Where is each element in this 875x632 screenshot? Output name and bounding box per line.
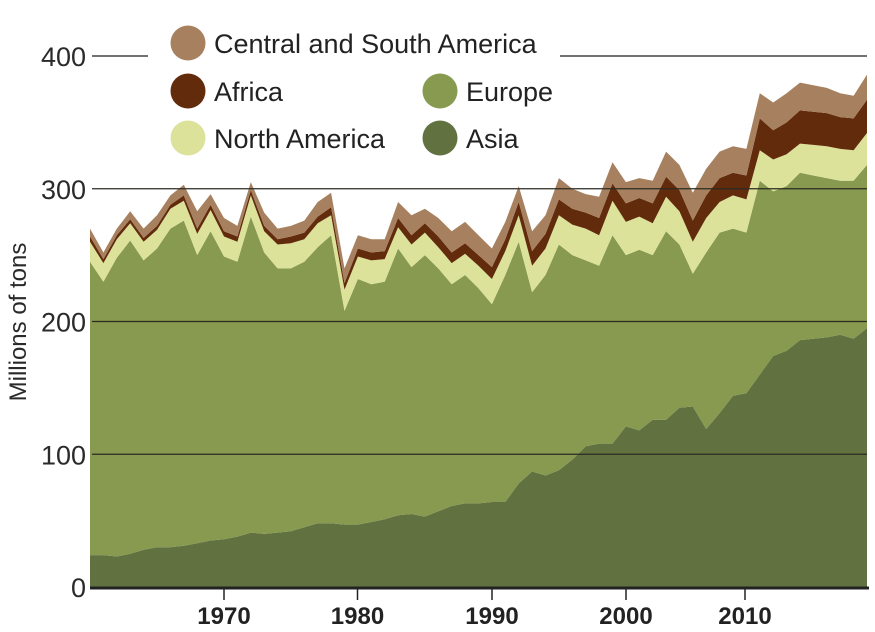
x-tick-label: 2010 [718,603,771,630]
y-axis: 0 100 200 300 400 [41,42,86,603]
legend-item-north-america: North America [170,120,386,156]
y-tick-label: 400 [41,42,86,72]
legend-swatch-africa [170,73,206,109]
legend: Central and South America Africa North Ame… [170,25,553,156]
y-tick-label: 0 [71,573,86,603]
gridlines [90,55,869,590]
x-tick-label: 1980 [331,603,384,630]
area-africa [90,99,867,290]
area-layers [90,74,867,587]
area-central-and-south-america [90,74,867,283]
legend-swatch-asia [422,120,458,156]
y-tick-label: 300 [41,175,86,205]
legend-swatch-europe [422,73,458,109]
area-europe [90,164,867,557]
legend-item-asia: Asia [422,120,520,156]
y-axis-label: Millions of tons [5,243,32,402]
legend-swatch-central-and-south-america [170,25,206,61]
x-tick-label: 1990 [465,603,518,630]
y-tick-label: 200 [41,308,86,338]
legend-item-central-and-south-america: Central and South America [170,25,538,61]
x-tick-label: 2000 [599,603,652,630]
legend-item-africa: Africa [170,73,284,109]
x-axis: 1970 1980 1990 2000 2010 [197,588,772,630]
x-tick-label: 1970 [197,603,250,630]
area-asia [90,328,867,587]
legend-item-europe: Europe [422,73,553,109]
legend-swatch-north-america [170,120,206,156]
area-north-america [90,133,867,311]
legend-label: Central and South America [214,29,538,59]
y-tick-label: 100 [41,440,86,470]
legend-label: Asia [466,124,520,154]
legend-label: Africa [214,77,284,107]
legend-label: North America [214,124,386,154]
legend-label: Europe [466,77,553,107]
